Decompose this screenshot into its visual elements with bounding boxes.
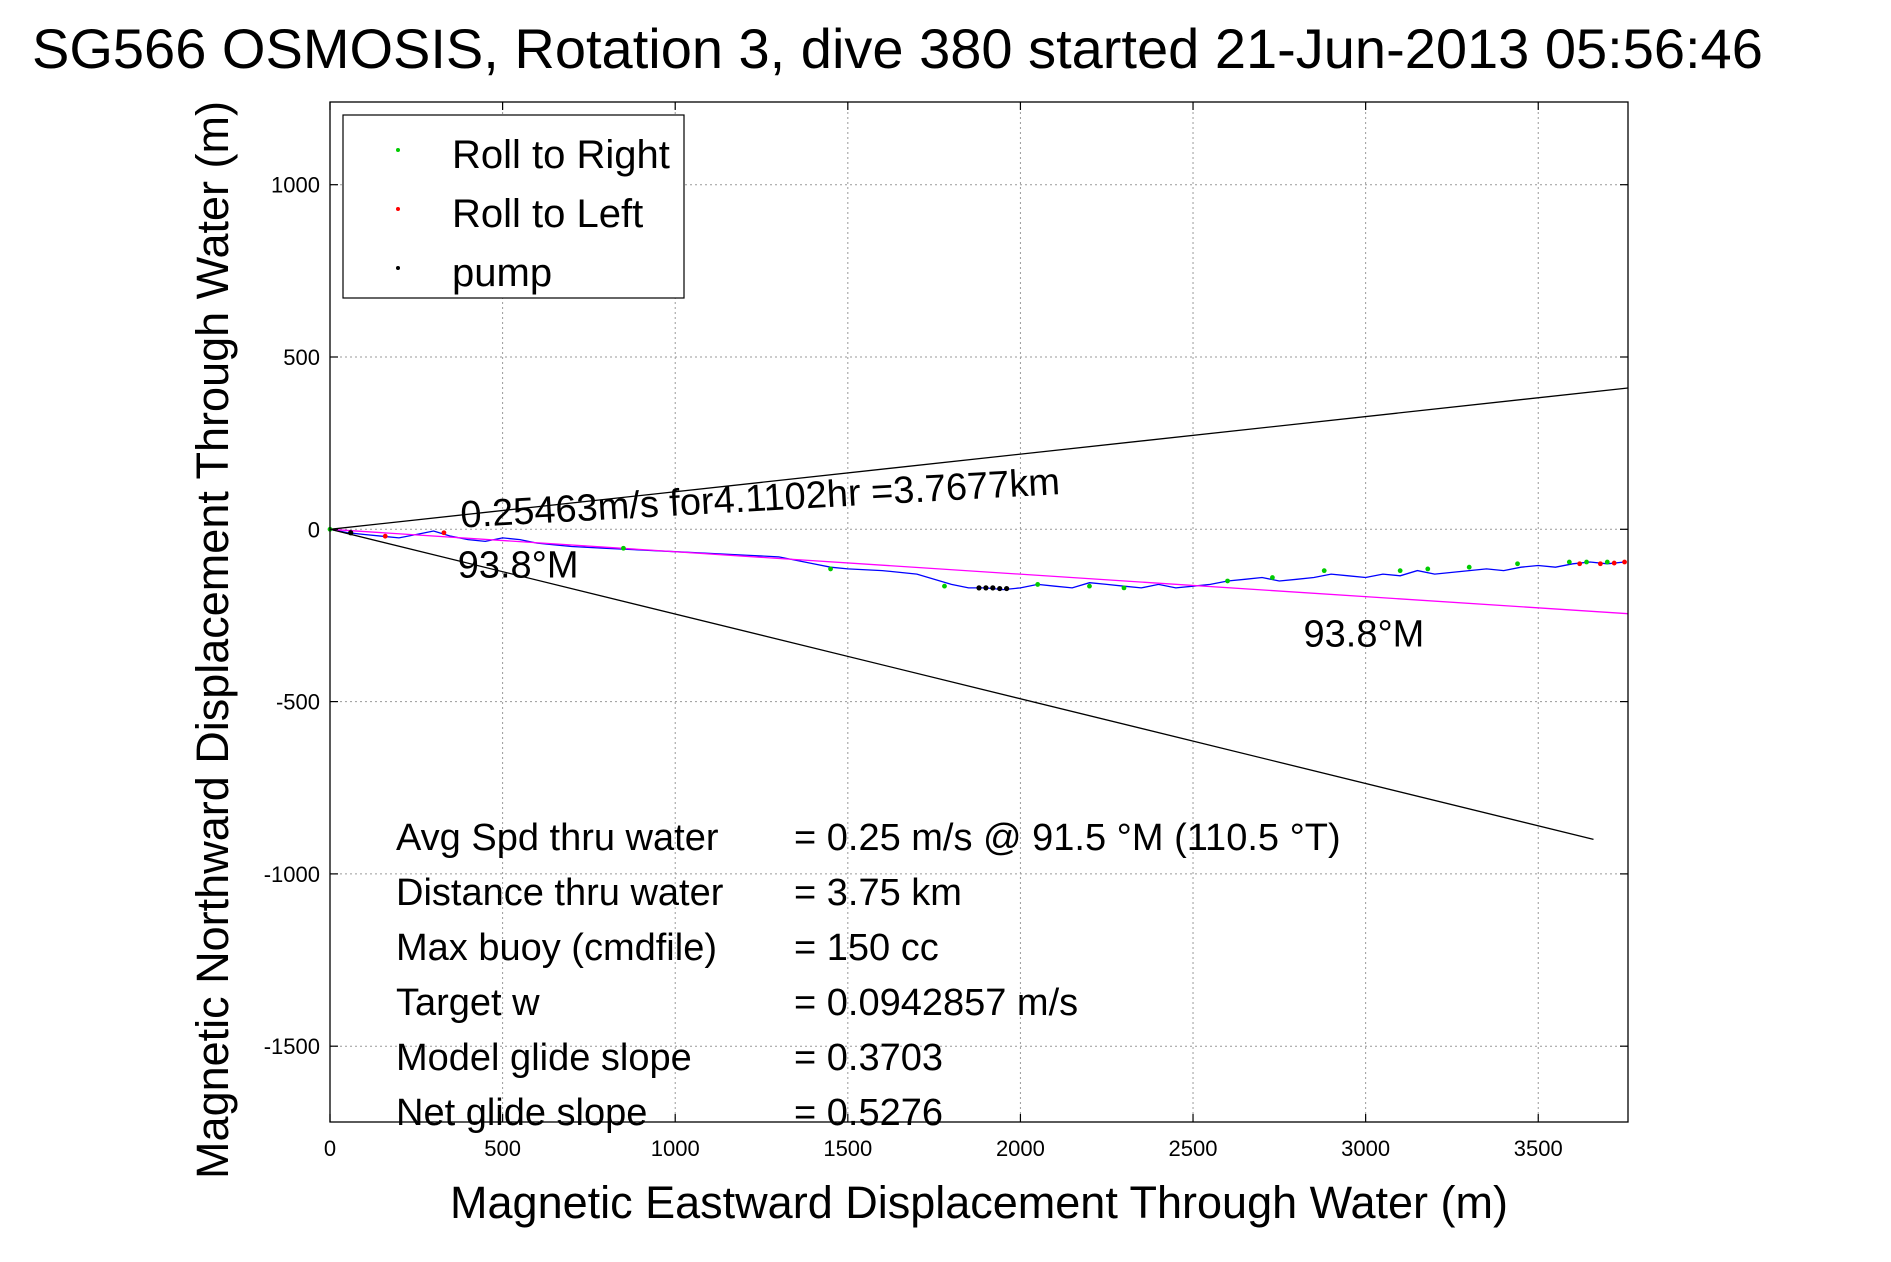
x-tick-label: 1000	[651, 1136, 700, 1161]
annotation-text: 93.8°M	[458, 545, 579, 587]
roll-to-right-point	[1515, 561, 1520, 567]
x-tick-label: 3500	[1514, 1136, 1563, 1161]
y-tick-label: 1000	[271, 173, 320, 198]
pump-point	[997, 585, 1003, 592]
roll-to-left-point	[1577, 561, 1583, 567]
plot-frame	[329, 101, 1629, 1123]
stat-label: Model glide slope	[396, 1037, 692, 1079]
roll-to-right-point	[1321, 568, 1327, 574]
stat-label: Net glide slope	[396, 1092, 647, 1134]
roll-to-left-point	[1611, 560, 1617, 566]
x-tick-label: 2000	[996, 1136, 1045, 1161]
x-tick-label: 0	[324, 1136, 336, 1161]
legend-marker	[396, 207, 400, 211]
y-axis-label: Magnetic Northward Displacement Through …	[187, 101, 238, 1179]
roll-to-right-point	[1566, 559, 1572, 565]
y-tick-label: -1500	[264, 1034, 320, 1059]
x-tick-label: 2500	[1169, 1136, 1218, 1161]
legend-label: Roll to Left	[452, 192, 643, 236]
annotation-text: 93.8°M	[1304, 613, 1425, 655]
roll-to-right-point	[1225, 578, 1230, 584]
track-line	[329, 528, 1625, 591]
roll-to-right-point	[1270, 575, 1275, 580]
roll-to-right-point	[828, 566, 833, 572]
roll-to-left-point	[382, 533, 388, 539]
stat-label: Target w	[396, 982, 540, 1024]
mean-vector-line	[329, 528, 1629, 615]
y-tick-label: 500	[283, 345, 320, 370]
axes-ticks: 0 500 1000 1500 2000 2500 3000 3500 -1500 -1000 -5…	[264, 102, 1628, 1161]
chart-title: SG566 OSMOSIS, Rotation 3, dive 380 star…	[32, 17, 1763, 80]
roll-to-left-point	[1622, 559, 1627, 565]
x-tick-label: 3000	[1341, 1136, 1390, 1161]
stat-value: = 0.0942857 m/s	[794, 982, 1078, 1024]
pump-point	[990, 585, 996, 591]
y-tick-label: 0	[308, 517, 320, 542]
x-tick-label: 1500	[823, 1136, 872, 1161]
plot-area	[327, 387, 1629, 841]
roll-to-right-point	[621, 545, 626, 551]
roll-to-right-point	[942, 583, 947, 589]
roll-to-right-point	[1425, 566, 1431, 572]
stat-value: = 0.3703	[794, 1037, 943, 1079]
lower-bound-line	[329, 528, 1594, 841]
roll-to-right-point	[1604, 559, 1610, 565]
roll-to-right-point	[1035, 582, 1041, 587]
legend-label: pump	[452, 251, 552, 295]
x-axis-label: Magnetic Eastward Displacement Through W…	[450, 1177, 1508, 1228]
pump-point	[348, 530, 354, 536]
pump-point	[983, 585, 989, 591]
stat-value: = 0.5276	[794, 1092, 943, 1134]
x-tick-label: 500	[484, 1136, 521, 1161]
y-tick-label: -500	[276, 690, 320, 715]
stat-value: = 150 cc	[794, 927, 939, 969]
stat-value: = 3.75 km	[794, 872, 962, 914]
legend: Roll to Right Roll to Left pump	[342, 114, 685, 299]
stat-label: Avg Spd thru water	[396, 817, 719, 859]
legend-marker	[396, 148, 400, 152]
y-tick-label: -1000	[264, 862, 320, 887]
roll-to-right-point	[1121, 585, 1127, 591]
stat-value: = 0.25 m/s @ 91.5 °M (110.5 °T)	[794, 817, 1341, 859]
legend-marker	[396, 266, 400, 270]
pump-point	[976, 585, 982, 591]
roll-to-right-point	[1466, 564, 1472, 570]
pump-point	[1004, 585, 1010, 592]
roll-to-right-point	[1584, 559, 1589, 565]
roll-to-left-point	[441, 530, 447, 536]
roll-to-right-point	[1087, 583, 1092, 589]
stats-block: Avg Spd thru water = 0.25 m/s @ 91.5 °M (…	[396, 817, 1341, 1134]
upper-bound-line	[329, 387, 1629, 530]
stat-label: Max buoy (cmdfile)	[396, 927, 717, 969]
stat-label: Distance thru water	[396, 872, 724, 914]
roll-to-left-point	[1597, 561, 1603, 567]
roll-to-right-point	[1397, 568, 1403, 574]
legend-label: Roll to Right	[452, 133, 670, 177]
